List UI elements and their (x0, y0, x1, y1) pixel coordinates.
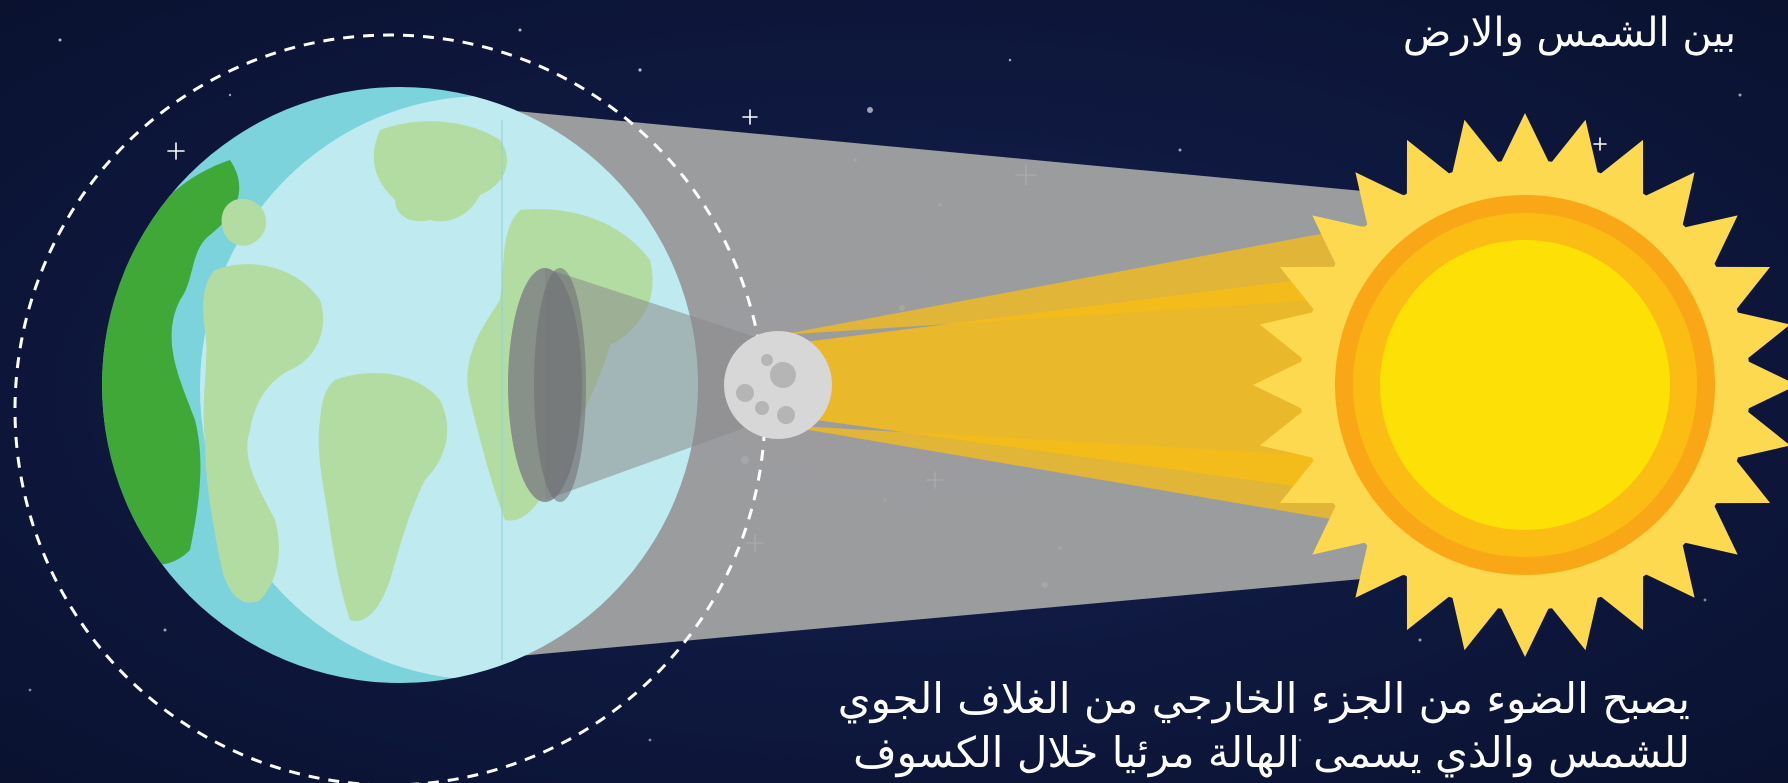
top-caption: بين الشمس والارض (1402, 10, 1736, 56)
land-dark (102, 160, 240, 565)
land-south (318, 372, 448, 621)
land-europe (373, 121, 508, 222)
bottom-caption-line-2: للشمس والذي يسمى الهالة مرئيا خلال الكسو… (853, 728, 1690, 777)
umbra-cone (545, 268, 780, 500)
moon-icon (724, 331, 832, 439)
bottom-caption-line-1: يصبح الضوء من الجزء الخارجي من الغلاف ال… (837, 674, 1690, 723)
star-icon (1593, 137, 1607, 151)
land-small (221, 199, 266, 246)
star-icon (742, 109, 758, 125)
bottom-caption: يصبح الضوء من الجزء الخارجي من الغلاف ال… (838, 672, 1690, 780)
moon-shadow-edge (534, 268, 586, 502)
sun-icon (1253, 113, 1788, 657)
land-americas (203, 264, 324, 603)
sun-rays (780, 220, 1395, 530)
star-icon (167, 142, 185, 160)
